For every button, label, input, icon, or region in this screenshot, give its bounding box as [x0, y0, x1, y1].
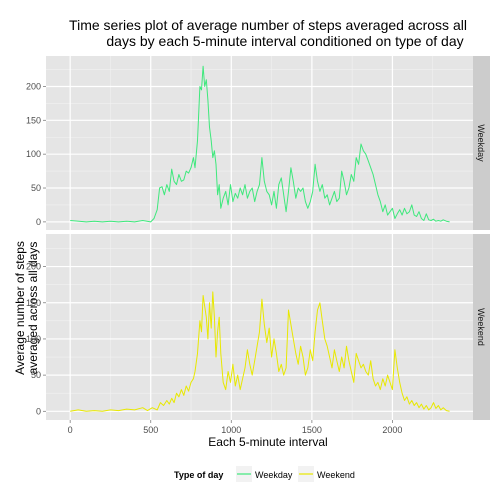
y-tick-label: 200 [26, 262, 41, 272]
y-tick-label: 0 [36, 406, 41, 416]
series-line [70, 65, 450, 223]
y-tick-label: 0 [36, 217, 41, 227]
strip-background [473, 234, 490, 420]
strip-label-weekday: Weekday [476, 124, 486, 162]
x-tick-label: 2000 [382, 425, 402, 435]
series-path-weekday [70, 65, 450, 223]
y-tick-label: 100 [26, 334, 41, 344]
x-tick-label: 0 [68, 425, 73, 435]
panel-grid [46, 56, 473, 230]
strip-label-weekend: Weekend [476, 308, 486, 346]
series-line [70, 291, 450, 412]
x-tick-label: 500 [143, 425, 158, 435]
legend: Type of day Weekday Weekend [174, 466, 355, 482]
y-axis-ticks: 0 50 100 150 200 [26, 81, 46, 227]
y-tick-label: 150 [26, 115, 41, 125]
series-path-weekend [70, 291, 450, 412]
y-tick-label: 200 [26, 81, 41, 91]
y-axis-title-line-1: Average number of steps [13, 241, 27, 375]
panel-weekend: Weekend 0 50 100 150 200 [26, 234, 490, 420]
x-tick-label: 1000 [221, 425, 241, 435]
chart-title-line-1: Time series plot of average number of st… [69, 17, 467, 33]
y-axis-ticks: 0 50 100 150 200 [26, 262, 46, 416]
strip-background [473, 56, 490, 230]
x-axis-title: Each 5-minute interval [208, 435, 327, 449]
legend-label-weekday: Weekday [255, 470, 293, 480]
y-tick-label: 100 [26, 149, 41, 159]
y-tick-label: 50 [31, 370, 41, 380]
y-tick-label: 150 [26, 298, 41, 308]
x-tick-label: 1500 [302, 425, 322, 435]
panel-background [46, 56, 473, 230]
x-axis-ticks: 0 500 1000 1500 2000 [68, 420, 402, 435]
panel-grid [46, 234, 473, 420]
legend-label-weekend: Weekend [317, 470, 355, 480]
panel-weekday: Weekday 0 50 100 150 200 [26, 56, 490, 230]
chart-title-line-2: days by each 5-minute interval condition… [106, 33, 463, 49]
y-axis-title-line-2: averaged across all days [26, 242, 40, 375]
y-tick-label: 50 [31, 183, 41, 193]
legend-title: Type of day [174, 470, 223, 480]
